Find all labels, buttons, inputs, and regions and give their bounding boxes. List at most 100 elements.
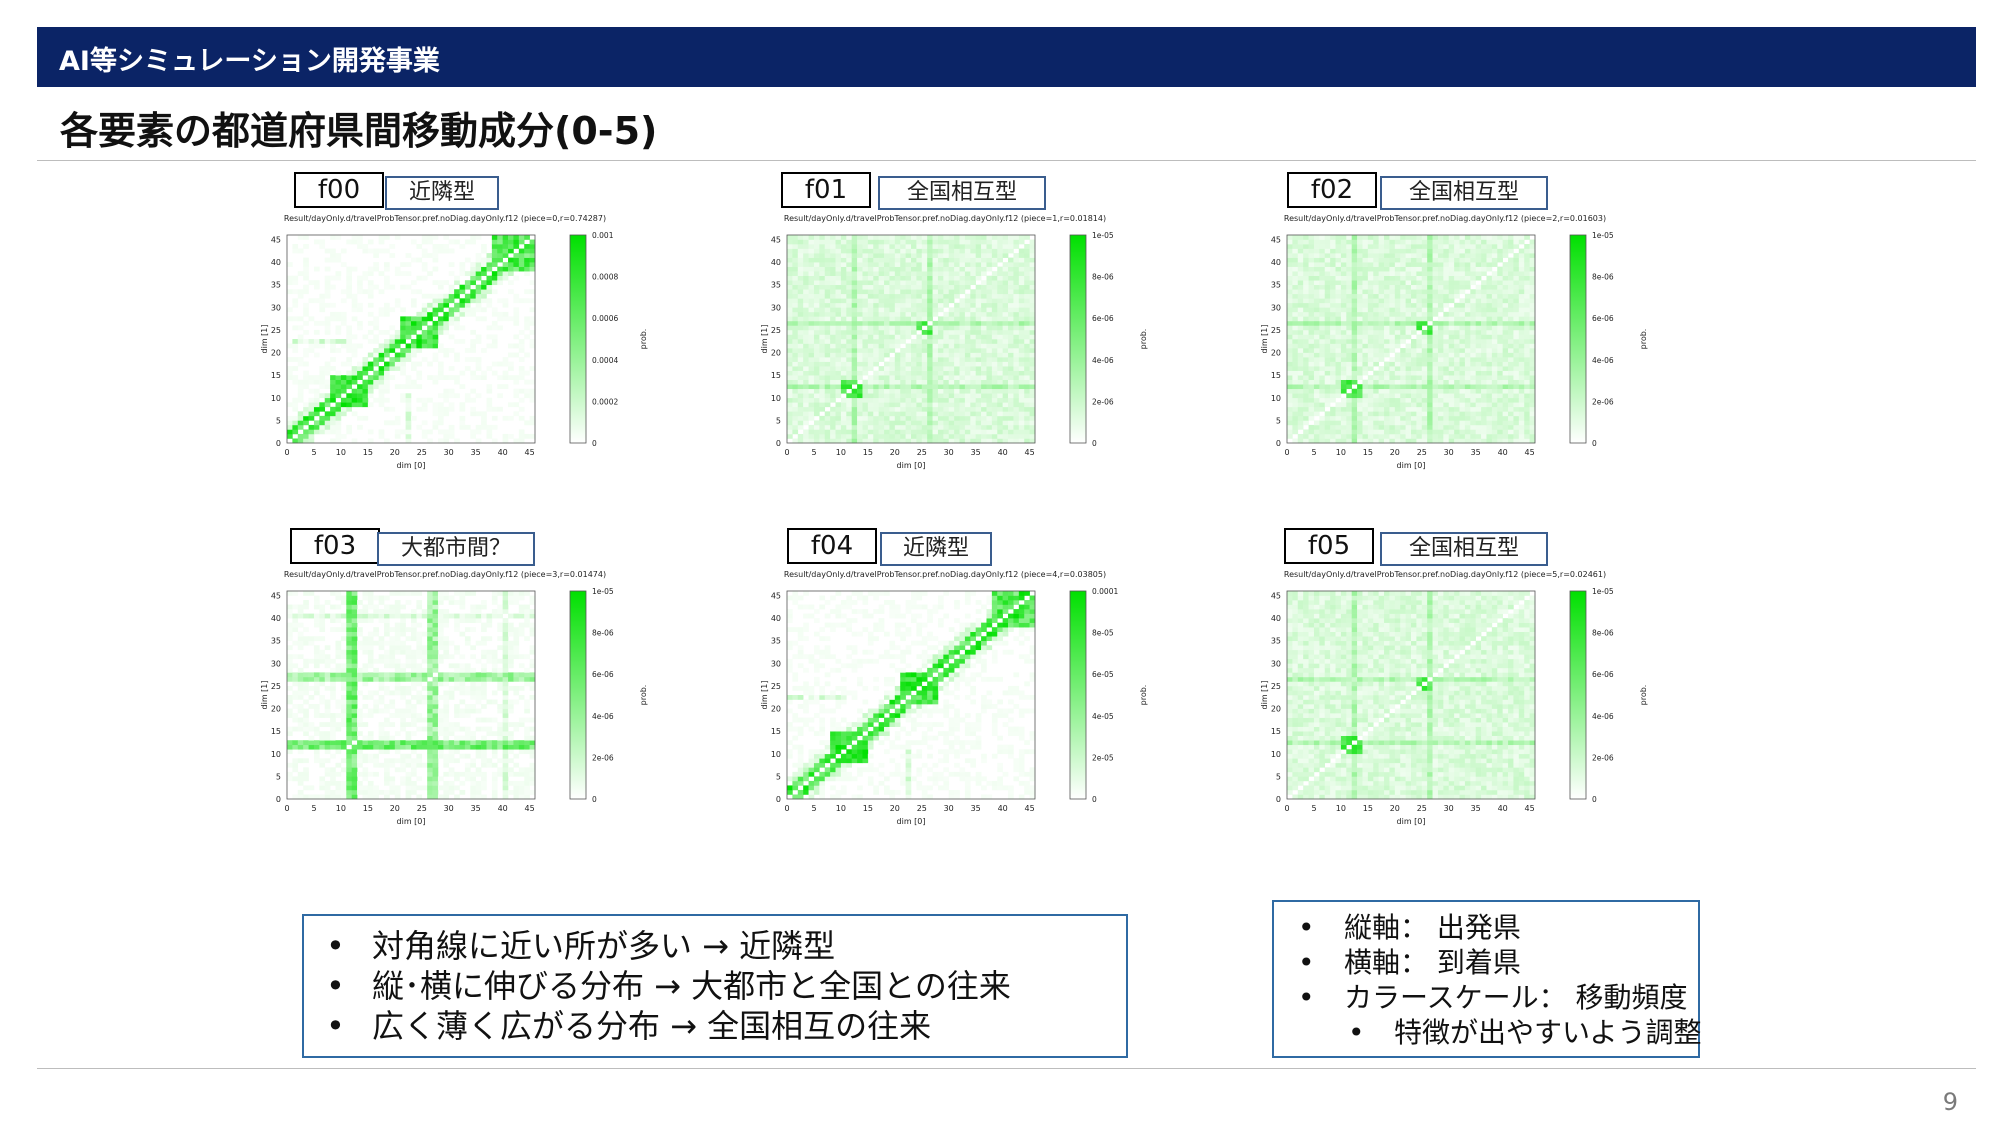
heatmap-cell (921, 253, 928, 258)
x-tick-label: 45 (1025, 448, 1035, 457)
heatmap-cell (991, 429, 998, 435)
heatmap-cell (1002, 339, 1009, 344)
heatmap-cell (1287, 393, 1293, 399)
heatmap-cell (1475, 375, 1482, 380)
heatmap-cell (1384, 415, 1390, 421)
heatmap-cell (384, 284, 390, 290)
heatmap-cell (900, 266, 906, 272)
heatmap-cell (808, 393, 815, 399)
heatmap-cell (1464, 366, 1471, 371)
heatmap-cell (1340, 320, 1347, 326)
heatmap-cell (1373, 329, 1379, 335)
heatmap-cell (1470, 244, 1476, 249)
heatmap-cell (1437, 307, 1444, 313)
heatmap-cell (1313, 348, 1320, 353)
heatmap-cell (1481, 406, 1487, 412)
heatmap-cell (916, 424, 923, 430)
y-tick-label: 15 (771, 371, 781, 380)
heatmap-cell (1357, 298, 1363, 304)
heatmap-cell (454, 438, 460, 444)
heatmap-cell (862, 239, 869, 245)
heatmap-cell (1287, 329, 1293, 335)
heatmap-cell (824, 402, 831, 408)
heatmap-cell (1013, 370, 1020, 376)
heatmap-cell (894, 352, 901, 358)
heatmap-cell (911, 343, 917, 349)
heatmap-cell (787, 266, 793, 272)
heatmap-cell (1013, 411, 1020, 417)
heatmap-cell (378, 393, 385, 399)
heatmap-cell (308, 424, 315, 430)
heatmap-cell (991, 289, 998, 295)
heatmap-cell (916, 393, 923, 399)
heatmap-cell (948, 415, 955, 421)
heatmap-cell (813, 289, 820, 295)
heatmap-cell (970, 293, 976, 299)
heatmap-cell (808, 339, 815, 344)
heatmap-cell (819, 289, 826, 295)
heatmap-cell (835, 302, 842, 308)
heatmap-cell (889, 302, 896, 308)
heatmap-cell (1384, 366, 1390, 371)
heatmap-cell (1437, 275, 1444, 281)
heatmap-cell (529, 388, 536, 394)
heatmap-cell (470, 280, 476, 286)
heatmap-cell (905, 429, 912, 435)
heatmap-cell (932, 284, 939, 290)
heatmap-cell (857, 266, 863, 272)
heatmap-cell (1351, 343, 1358, 349)
heatmap-cell (1427, 235, 1433, 240)
heatmap-cell (835, 402, 842, 408)
heatmap-cell (1400, 393, 1406, 399)
heatmap-cell (1303, 429, 1309, 435)
heatmap-cell (1416, 433, 1423, 439)
heatmap-cell (813, 298, 820, 304)
heatmap-cell (308, 379, 315, 385)
heatmap-cell (867, 325, 874, 331)
heatmap-cell (1411, 302, 1417, 308)
heatmap-cell (846, 311, 852, 317)
heatmap-cell (1394, 329, 1401, 335)
heatmap-cell (1378, 275, 1385, 281)
heatmap-cell (330, 393, 336, 399)
heatmap-cell (448, 388, 455, 394)
heatmap-cell (997, 329, 1003, 335)
heatmap-cell (1454, 357, 1460, 362)
heatmap-cell (964, 253, 971, 258)
heatmap-cell (491, 406, 498, 412)
heatmap-cell (1411, 411, 1417, 417)
heatmap-cell (1481, 433, 1487, 439)
heatmap-cell (813, 370, 820, 376)
heatmap-cell (437, 361, 444, 367)
heatmap-cell (454, 316, 460, 322)
heatmap-cell (1394, 275, 1401, 281)
heatmap-cell (927, 280, 933, 286)
heatmap-cell (1400, 361, 1406, 367)
heatmap-cell (464, 271, 471, 276)
heatmap-cell (1389, 370, 1396, 376)
heatmap-cell (889, 325, 896, 331)
panel-type-label: 近隣型 (385, 176, 499, 210)
heatmap-cell (991, 262, 998, 267)
heatmap-cell (308, 298, 315, 304)
heatmap-cell (803, 343, 809, 349)
heatmap-cell (905, 271, 912, 276)
heatmap-cell (432, 334, 439, 340)
heatmap-cell (824, 375, 831, 380)
heatmap-cell (1443, 433, 1450, 439)
heatmap-cell (1373, 307, 1379, 313)
heatmap-cell (1475, 343, 1482, 349)
heatmap-cell (943, 352, 950, 358)
heatmap-cell (1491, 429, 1498, 435)
heatmap-cell (346, 293, 352, 299)
heatmap-cell (991, 329, 998, 335)
heatmap-cell (878, 402, 885, 408)
heatmap-cell (932, 320, 939, 326)
heatmap-cell (319, 239, 326, 245)
heatmap-cell (1389, 271, 1396, 276)
heatmap-cell (508, 235, 514, 240)
heatmap-cell (1024, 248, 1030, 254)
heatmap-cell (1497, 329, 1503, 335)
heatmap-cell (787, 415, 793, 421)
heatmap-cell (1303, 293, 1309, 299)
